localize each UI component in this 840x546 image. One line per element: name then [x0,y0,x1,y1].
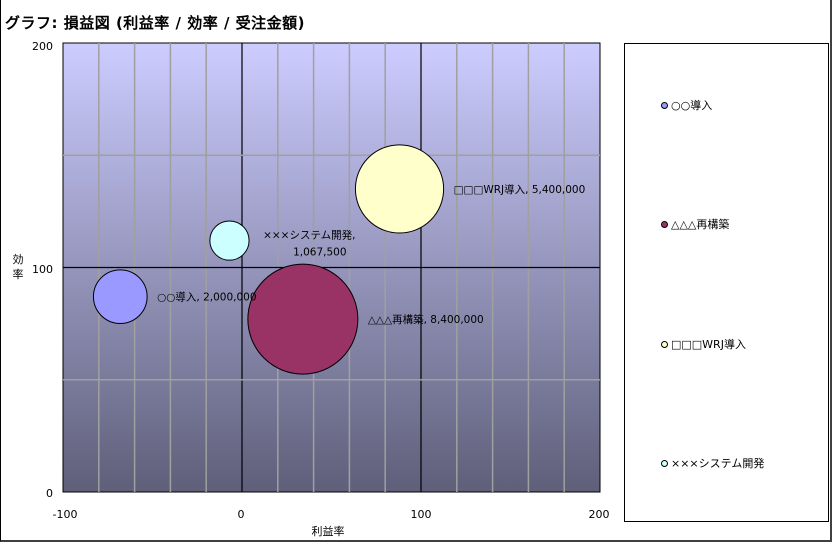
x-axis-title: 利益率 [312,524,345,538]
bubble-labels: ○○導入, 2,000,000 △△△再構築, 8,400,000 □□□WRJ導入… [157,183,585,326]
bubbles [92,144,445,375]
bubble-label-3-line2: 1,067,500 [293,247,346,259]
y-tick-100: 100 [32,263,53,276]
y-axis-title-line2: 率 [13,267,24,281]
legend-item-shikaku-wrj-donyu: □□□WRJ導入 [661,336,746,352]
legend-swatch-icon [661,101,668,109]
chart-title: グラフ: 損益図 (利益率 / 効率 / 受注金額) [5,14,306,32]
bubble-label-0: ○○導入, 2,000,000 [157,291,256,304]
bubble-3 [209,220,250,261]
legend-label: ○○導入 [671,99,713,112]
x-tick-200: 200 [589,508,610,521]
bubble-label-3: ×××システム開発, [263,229,355,242]
x-tick-100: 100 [411,508,432,521]
legend-label: △△△再構築 [671,218,730,231]
y-axis-title-line1: 効 [13,252,24,266]
legend-swatch-icon [661,459,668,467]
bubble-1 [247,263,359,375]
legend-item-maru-donyu: ○○導入 [661,97,712,113]
x-tick-neg100: -100 [53,508,78,521]
y-tick-0: 0 [46,487,53,500]
legend-label: ×××システム開発 [671,457,765,470]
bubble-label-2: □□□WRJ導入, 5,400,000 [454,183,586,196]
bubble-2 [354,144,445,234]
bubble-0 [92,269,148,325]
legend-item-sankaku-saikochiku: △△△再構築 [661,216,729,232]
legend-swatch-icon [661,220,668,228]
legend-item-batsu-system-kaihatsu: ×××システム開発 [661,455,764,471]
y-tick-200: 200 [32,40,53,53]
legend: ○○導入 △△△再構築 □□□WRJ導入 ×××システム開発 [624,43,829,522]
legend-label: □□□WRJ導入 [671,338,746,351]
legend-swatch-icon [661,340,668,348]
bubble-label-1: △△△再構築, 8,400,000 [368,313,484,326]
x-tick-0: 0 [238,508,245,521]
